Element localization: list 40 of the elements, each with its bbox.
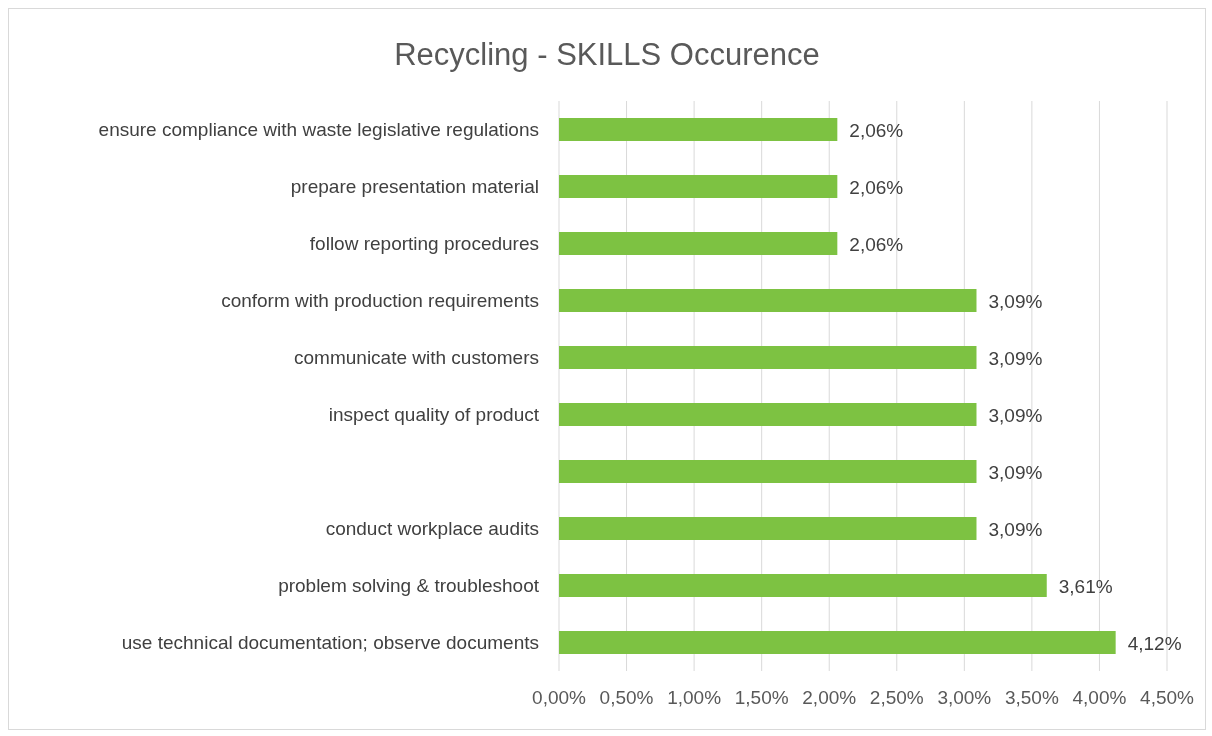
bar: [559, 574, 1047, 598]
chart-title: Recycling - SKILLS Occurence: [393, 37, 821, 73]
data-label: 4,12%: [1127, 632, 1182, 654]
x-tick-label: 1,00%: [667, 687, 722, 709]
y-tick-label: follow reporting procedures: [309, 233, 539, 255]
x-tick-label: 3,50%: [1004, 687, 1059, 709]
x-tick-label: 3,00%: [937, 687, 992, 709]
y-tick-label: ensure compliance with waste legislative regulations: [98, 119, 539, 141]
y-tick-label: prepare presentation material: [290, 176, 539, 198]
y-tick-label: conduct workplace audits: [325, 518, 539, 540]
x-tick-label: 0,50%: [599, 687, 654, 709]
data-label: 3,09%: [988, 290, 1043, 312]
data-label: 3,09%: [988, 461, 1043, 483]
y-tick-label: conform with production requirements: [221, 290, 539, 312]
y-tick-label: communicate with customers: [294, 347, 539, 369]
bar: [559, 289, 977, 313]
bar: [559, 517, 977, 541]
data-label: 2,06%: [849, 119, 904, 141]
x-tick-label: 4,50%: [1140, 687, 1195, 709]
y-tick-label: inspect quality of product: [328, 404, 540, 426]
data-label: 3,61%: [1058, 575, 1113, 597]
data-label: 2,06%: [849, 233, 904, 255]
bar: [559, 403, 977, 427]
x-tick-label: 0,00%: [532, 687, 587, 709]
y-tick-label: use technical documentation; observe documents: [121, 632, 539, 654]
y-tick-label: problem solving & troubleshoot: [278, 575, 540, 597]
bar: [559, 346, 977, 370]
bar: [559, 460, 977, 484]
x-tick-label: 2,00%: [802, 687, 857, 709]
data-label: 2,06%: [849, 176, 904, 198]
bar: [559, 118, 838, 142]
data-label: 3,09%: [988, 404, 1043, 426]
x-tick-label: 4,00%: [1072, 687, 1127, 709]
bar: [559, 232, 838, 256]
data-label: 3,09%: [988, 518, 1043, 540]
bar: [559, 631, 1116, 655]
bar: [559, 175, 838, 199]
x-tick-label: 2,50%: [869, 687, 924, 709]
data-label: 3,09%: [988, 347, 1043, 369]
x-tick-label: 1,50%: [734, 687, 789, 709]
